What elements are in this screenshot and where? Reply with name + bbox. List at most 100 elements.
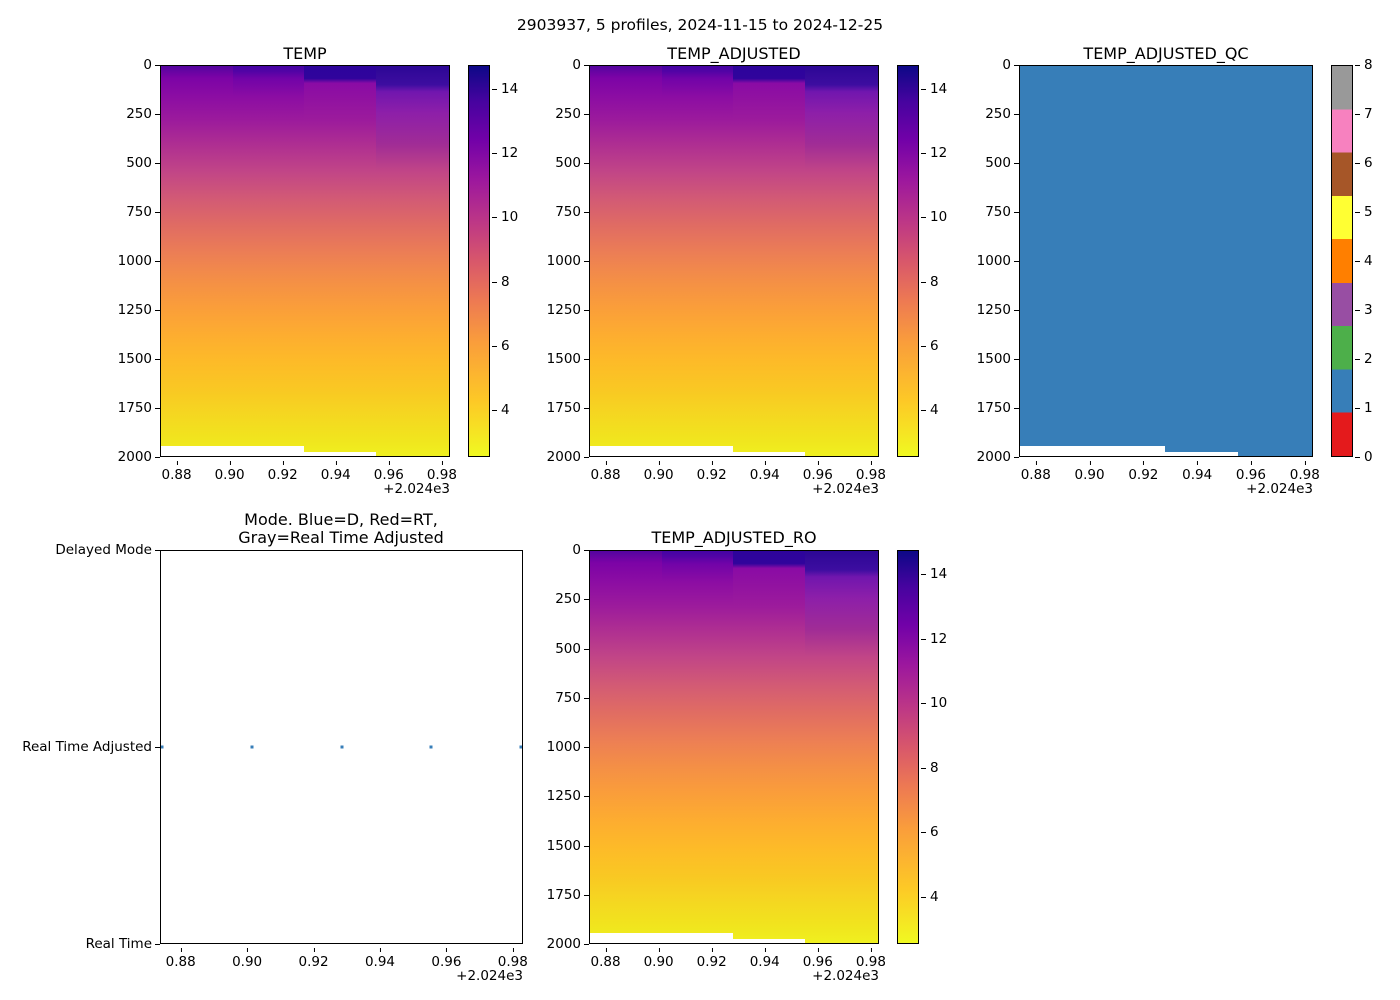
x-tick-label: 0.94 [749,948,780,970]
y-tick-label: Real Time Adjusted [22,739,160,755]
x-tick-label: 0.92 [696,461,727,483]
temp-adjusted-ro-x-axis: 0.88 0.90 0.92 0.94 0.96 0.98 [589,948,886,970]
colorbar-tick-label: 10 [491,209,519,226]
x-axis-offset-label: +2.024e3 [812,968,879,984]
y-tick-label: 2000 [546,936,590,952]
y-tick-label: 1500 [976,351,1020,367]
temp-heatmap-column-2 [232,66,304,456]
x-tick-label: 0.98 [855,948,886,970]
y-tick-label: 1750 [546,400,590,416]
temp-adjusted-ro-heatmap-column-1 [590,551,662,943]
colorbar-tick-label: 12 [491,145,519,162]
y-tick-label: 1250 [546,302,590,318]
temp-adjusted-title: TEMP_ADJUSTED [667,44,801,63]
x-tick-label: 0.94 [364,948,395,970]
x-tick-label: 0.94 [320,461,351,483]
x-axis-offset-label: +2.024e3 [383,481,450,497]
temp-adjusted-qc-heatmap [1019,65,1313,457]
temp-adjusted-heatmap-column-4 [805,66,878,456]
missing-data-strip [590,933,733,943]
qc-colorbar [1331,65,1353,457]
temp-y-axis: 0 250 500 750 1000 1250 1500 1750 2000 [90,57,161,465]
temp-adjusted-ro-colorbar-ticks: 14 12 10 8 6 4 [920,550,965,944]
missing-data-strip [732,452,806,456]
y-tick-label: 0 [143,57,160,73]
y-tick-label: 1750 [976,400,1020,416]
y-tick-label: 1250 [976,302,1020,318]
y-tick-label: 1750 [546,886,590,903]
temp-adjusted-qc-y-axis: 0 250 500 750 1000 1250 1500 1750 2000 [949,57,1020,465]
colorbar-tick-label: 6 [492,338,510,355]
y-tick-label: 2000 [976,449,1020,465]
y-tick-label: 500 [126,155,160,171]
y-tick-label: 500 [555,640,589,657]
x-tick-label: 0.94 [1182,461,1213,483]
y-tick-label: 750 [555,204,589,220]
mode-data-point [429,745,433,749]
missing-data-strip [1020,446,1165,456]
y-tick-label: 750 [555,689,589,706]
colorbar-tick-label: 6 [921,338,939,355]
temp-adjusted-ro-y-axis: 0 250 500 750 1000 1250 1500 1750 2000 [519,542,590,952]
colorbar-tick-label: 14 [920,566,948,583]
colorbar-tick-label: 4 [492,402,510,419]
x-tick-label: 0.92 [298,948,329,970]
temp-adjusted-ro-heatmap [589,550,879,944]
missing-data-strip [303,452,377,456]
y-tick-label: 250 [555,106,589,122]
x-tick-label: 0.96 [1235,461,1266,483]
mode-x-axis: 0.88 0.90 0.92 0.94 0.96 0.98 [160,948,528,970]
y-tick-label: 1750 [117,400,161,416]
colorbar-tick-label: 8 [1355,57,1373,73]
y-tick-label: 0 [1002,57,1019,73]
colorbar-tick-label: 4 [921,402,939,419]
temp-colorbar [468,65,490,457]
x-tick-label: 0.88 [161,461,192,483]
temp-adjusted-colorbar-ticks: 14 12 10 8 6 4 [920,65,965,457]
temp-title: TEMP [283,44,327,63]
temp-adjusted-ro-heatmap-column-4 [805,551,878,943]
y-tick-label: 2000 [546,449,590,465]
colorbar-tick-label: 12 [920,145,948,162]
y-tick-label: 1250 [546,788,590,805]
colorbar-tick-label: 5 [1355,204,1373,220]
x-tick-label: 0.98 [497,948,528,970]
mode-data-point [161,745,164,749]
y-tick-label: Delayed Mode [55,542,160,558]
colorbar-tick-label: 4 [921,889,939,906]
x-tick-label: 0.92 [696,948,727,970]
temp-adjusted-x-axis: 0.88 0.90 0.92 0.94 0.96 0.98 [589,461,886,483]
x-tick-label: 0.88 [590,461,621,483]
missing-data-strip [161,446,304,456]
colorbar-tick-label: 0 [1355,449,1373,465]
mode-data-point [340,745,344,749]
temp-adjusted-heatmap-column-1 [590,66,662,456]
temp-adjusted-y-axis: 0 250 500 750 1000 1250 1500 1750 2000 [519,57,590,465]
y-tick-label: 1500 [546,837,590,854]
x-tick-label: 0.98 [1289,461,1320,483]
y-tick-label: 2000 [117,449,161,465]
x-tick-label: 0.88 [165,948,196,970]
temp-adjusted-ro-title: TEMP_ADJUSTED_RO [651,528,817,547]
y-tick-label: 750 [126,204,160,220]
x-tick-label: 0.90 [214,461,245,483]
y-tick-label: 1000 [117,253,161,269]
colorbar-tick-label: 7 [1355,106,1373,122]
temp-adjusted-heatmap-column-3 [732,66,806,456]
temp-colorbar-ticks: 14 12 10 8 6 4 [491,65,536,457]
colorbar-tick-label: 3 [1355,302,1373,318]
colorbar-tick-label: 6 [1355,155,1373,171]
x-tick-label: 0.88 [1020,461,1051,483]
temp-heatmap-column-1 [161,66,233,456]
qc-colorbar-ticks: 8 7 6 5 4 3 2 1 0 [1355,57,1399,465]
colorbar-tick-label: 10 [920,695,948,712]
y-tick-label: 1000 [546,739,590,755]
figure-suptitle: 2903937, 5 profiles, 2024-11-15 to 2024-… [516,16,884,34]
x-tick-label: 0.90 [643,948,674,970]
temp-x-axis: 0.88 0.90 0.92 0.94 0.96 0.98 [160,461,457,483]
colorbar-tick-label: 14 [920,80,948,97]
y-tick-label: 0 [572,542,589,558]
x-tick-label: 0.94 [749,461,780,483]
colorbar-tick-label: 6 [921,824,939,841]
x-tick-label: 0.90 [1074,461,1105,483]
